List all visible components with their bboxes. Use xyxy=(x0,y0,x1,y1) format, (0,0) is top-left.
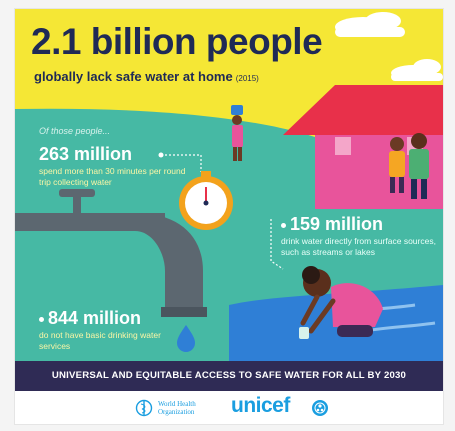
stat-description: do not have basic drinking water service… xyxy=(39,330,161,351)
stat-value: 844 million xyxy=(48,308,142,328)
stat-description: drink water directly from surface source… xyxy=(281,236,436,257)
stat-value-row: 844 million xyxy=(39,308,179,328)
unicef-wordmark: unicef xyxy=(231,394,290,417)
faucet-icon xyxy=(15,189,207,317)
unicef-emblem-icon xyxy=(312,400,328,416)
who-logo: World Health Organization xyxy=(134,399,218,417)
intro-text: Of those people... xyxy=(39,126,111,136)
subhead-year: (2015) xyxy=(235,74,259,83)
who-wordmark: World Health Organization xyxy=(158,400,196,416)
bullet-dot xyxy=(39,316,44,322)
subhead-text: globally lack safe water at home xyxy=(34,69,233,84)
bullet-dot xyxy=(281,222,286,228)
scene-illustration xyxy=(15,9,443,361)
connector-159 xyxy=(270,219,284,270)
who-emblem-icon xyxy=(135,399,153,417)
goal-banner: UNIVERSAL AND EQUITABLE ACCESS TO SAFE W… xyxy=(15,361,443,391)
stopwatch-icon xyxy=(179,171,233,230)
headline: 2.1 billion people xyxy=(31,21,323,62)
stat-159-million: 159 million drink water directly from su… xyxy=(281,214,441,258)
subhead: globally lack safe water at home (2015) xyxy=(34,69,259,84)
infographic-card: 2.1 billion people globally lack safe wa… xyxy=(14,8,444,425)
water-drop-icon xyxy=(177,325,195,352)
cloud-right xyxy=(391,59,443,81)
logo-bar: World Health Organization unicef xyxy=(15,391,443,424)
person-drinking xyxy=(299,266,383,339)
connector-263 xyxy=(161,154,202,172)
person-boy xyxy=(389,137,405,193)
who-line-2: Organization xyxy=(158,408,195,416)
stat-value-row: 159 million xyxy=(281,214,441,234)
stat-263-million: 263 million spend more than 30 minutes p… xyxy=(39,144,199,188)
stat-value: 159 million xyxy=(290,214,384,234)
who-line-1: World Health xyxy=(158,400,196,408)
stat-844-million: 844 million do not have basic drinking w… xyxy=(39,308,179,352)
person-man xyxy=(409,133,429,199)
cloud-left xyxy=(335,12,405,37)
stat-value: 263 million xyxy=(39,144,133,164)
person-carrying-water xyxy=(231,105,243,161)
stat-description: spend more than 30 minutes per round tri… xyxy=(39,166,186,187)
